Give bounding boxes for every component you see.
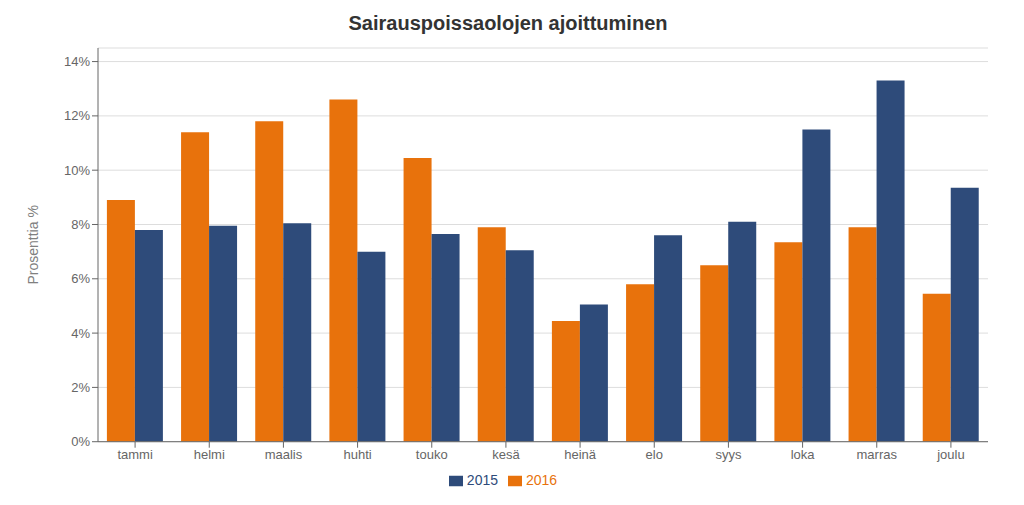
svg-text:loka: loka bbox=[791, 447, 816, 462]
svg-text:4%: 4% bbox=[71, 326, 90, 341]
html-text:2015: 2015 bbox=[466, 471, 498, 488]
svg-text:10%: 10% bbox=[64, 163, 90, 178]
svg-text:tammi: tammi bbox=[117, 447, 153, 462]
svg-text:2%: 2% bbox=[71, 380, 90, 395]
svg-text:kesä: kesä bbox=[492, 447, 520, 462]
svg-text:touko: touko bbox=[416, 447, 448, 462]
svg-text:joulu: joulu bbox=[936, 447, 964, 462]
svg-text:14%: 14% bbox=[64, 54, 90, 69]
svg-text:maalis: maalis bbox=[265, 447, 303, 462]
svg-text:heinä: heinä bbox=[564, 447, 597, 462]
html-text:Sairauspoissaolojen ajoittumin: Sairauspoissaolojen ajoittuminen bbox=[348, 12, 668, 34]
svg-text:6%: 6% bbox=[71, 271, 90, 286]
svg-text:marras: marras bbox=[857, 447, 898, 462]
svg-text:8%: 8% bbox=[71, 217, 90, 232]
svg-text:12%: 12% bbox=[64, 108, 90, 123]
svg-text:syys: syys bbox=[715, 447, 742, 462]
svg-text:helmi: helmi bbox=[194, 447, 225, 462]
svg-text:0%: 0% bbox=[71, 434, 90, 449]
svg-text:huhti: huhti bbox=[343, 447, 371, 462]
html-text:2016: 2016 bbox=[526, 471, 558, 488]
svg-text:elo: elo bbox=[646, 447, 663, 462]
svg-text:Prosenttia %: Prosenttia % bbox=[25, 205, 41, 284]
